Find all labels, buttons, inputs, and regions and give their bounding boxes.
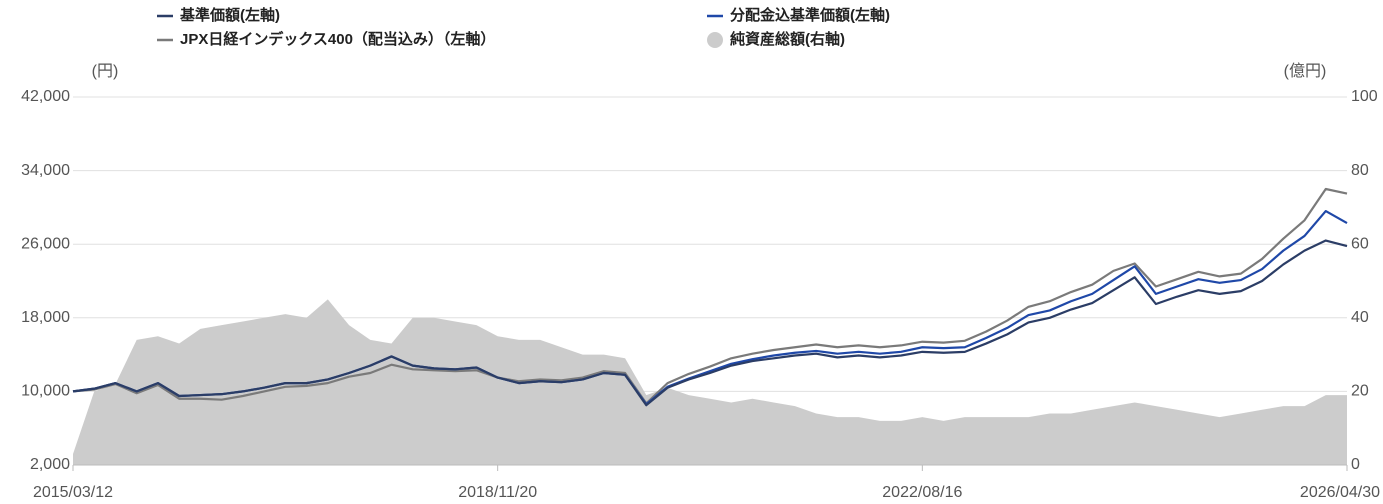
y2-axis-unit: (億円) xyxy=(1284,62,1327,80)
legend-label: 基準価額(左軸) xyxy=(179,6,280,24)
y2-tick-label: 20 xyxy=(1351,383,1369,400)
x-tick-label: 2022/08/16 xyxy=(882,484,962,501)
x-tick-label: 2015/03/12 xyxy=(33,484,113,501)
y-tick-label: 18,000 xyxy=(21,309,70,326)
y-tick-label: 34,000 xyxy=(21,162,70,179)
y2-tick-label: 80 xyxy=(1351,162,1369,179)
price-line xyxy=(72,187,1348,405)
price-line xyxy=(72,239,1348,407)
y-tick-label: 42,000 xyxy=(21,88,70,105)
legend-label: 分配金込基準価額(左軸) xyxy=(730,6,890,24)
y-axis-unit: (円) xyxy=(92,63,119,80)
nav-area xyxy=(73,299,1347,465)
y-tick-label: 2,000 xyxy=(30,456,70,473)
y2-tick-label: 40 xyxy=(1351,309,1369,326)
x-tick-label: 2018/11/20 xyxy=(458,484,537,501)
y2-tick-label: 0 xyxy=(1351,456,1360,473)
legend-symbol xyxy=(707,32,723,48)
legend-label: 純資産総額(右軸) xyxy=(730,30,845,48)
y2-tick-label: 60 xyxy=(1351,235,1369,252)
y2-tick-label: 100 xyxy=(1351,88,1378,105)
legend-label: JPX日経インデックス400（配当込み）（左軸） xyxy=(180,30,495,48)
y-tick-label: 10,000 xyxy=(21,383,70,400)
y-tick-label: 26,000 xyxy=(21,235,70,252)
x-tick-label: 2026/04/30 xyxy=(1300,484,1380,501)
